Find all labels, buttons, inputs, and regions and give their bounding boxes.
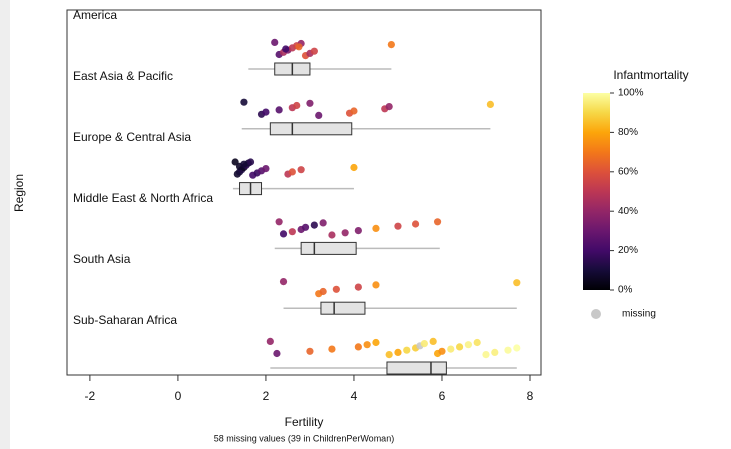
point: [288, 228, 296, 236]
box: [269, 122, 353, 136]
x-tick-label: 6: [439, 389, 446, 403]
colorbar-tick-label: 40%: [618, 206, 638, 217]
point: [246, 158, 255, 166]
side-strip: [0, 0, 10, 449]
point: [354, 283, 362, 291]
point: [473, 338, 481, 347]
point: [420, 340, 428, 348]
point: [491, 348, 499, 356]
point: [486, 100, 494, 108]
point: [372, 281, 380, 289]
point: [262, 165, 270, 173]
x-axis-label: Fertility: [285, 415, 324, 429]
point: [354, 343, 362, 351]
point: [288, 168, 296, 176]
point: [319, 287, 327, 296]
point: [482, 351, 490, 359]
point: [293, 101, 301, 110]
missing-label: missing: [622, 309, 656, 320]
point: [328, 231, 336, 239]
point: [385, 103, 393, 111]
point: [275, 106, 283, 114]
y-axis-label: Region: [12, 174, 26, 212]
category-label: Sub-Saharan Africa: [73, 313, 177, 327]
x-tick-label: -2: [85, 389, 96, 403]
point: [319, 219, 327, 227]
category-label: Middle East & North Africa: [73, 191, 213, 205]
point: [504, 346, 512, 354]
point: [372, 224, 380, 232]
point: [411, 220, 420, 228]
point: [341, 229, 349, 237]
point: [354, 227, 362, 235]
x-tick-label: 4: [351, 389, 358, 403]
point: [306, 99, 314, 107]
point: [429, 337, 437, 345]
missing-swatch: [591, 309, 601, 319]
point: [273, 349, 281, 358]
colorbar-tick-label: 0%: [618, 285, 633, 296]
point: [301, 223, 310, 231]
category-label: South Asia: [73, 252, 131, 266]
point: [455, 343, 464, 351]
colorbar-tick-label: 100%: [618, 88, 644, 99]
point: [363, 341, 371, 349]
point: [315, 111, 323, 119]
point: [266, 337, 274, 345]
point: [282, 45, 290, 53]
point: [403, 346, 411, 354]
point: [438, 347, 446, 355]
point: [279, 230, 288, 238]
point: [231, 158, 239, 166]
point: [394, 222, 402, 230]
point: [262, 108, 270, 116]
note: 58 missing values (39 in ChildrenPerWoma…: [214, 433, 394, 443]
box: [300, 241, 357, 255]
point: [387, 41, 395, 49]
point: [513, 279, 521, 287]
point: [297, 166, 305, 174]
x-tick-label: 0: [175, 389, 182, 403]
point: [385, 351, 393, 359]
colorbar: [583, 93, 610, 290]
category-label: America: [73, 8, 117, 22]
point: [295, 43, 303, 51]
point: [447, 345, 455, 353]
colorbar-tick-label: 20%: [618, 245, 638, 256]
point: [240, 98, 248, 106]
point: [372, 338, 380, 347]
point: [332, 285, 340, 293]
point: [513, 344, 521, 352]
category-label: Europe & Central Asia: [73, 130, 191, 144]
colorbar-title: Infantmortality: [613, 68, 688, 82]
point: [310, 47, 318, 55]
colorbar-tick-label: 60%: [618, 166, 638, 177]
point: [310, 221, 318, 229]
point: [275, 218, 283, 226]
x-tick-label: 8: [527, 389, 534, 403]
colorbar-tick-label: 80%: [618, 127, 638, 138]
point: [279, 278, 288, 286]
box: [320, 301, 366, 315]
point: [394, 348, 402, 356]
x-tick-label: 2: [263, 389, 270, 403]
box: [386, 361, 447, 375]
point: [240, 160, 248, 168]
point: [271, 38, 279, 47]
point: [464, 341, 472, 349]
category-label: East Asia & Pacific: [73, 69, 173, 83]
point: [350, 163, 358, 172]
point: [433, 218, 442, 226]
point: [306, 347, 314, 355]
point: [350, 107, 358, 115]
point: [328, 345, 336, 353]
